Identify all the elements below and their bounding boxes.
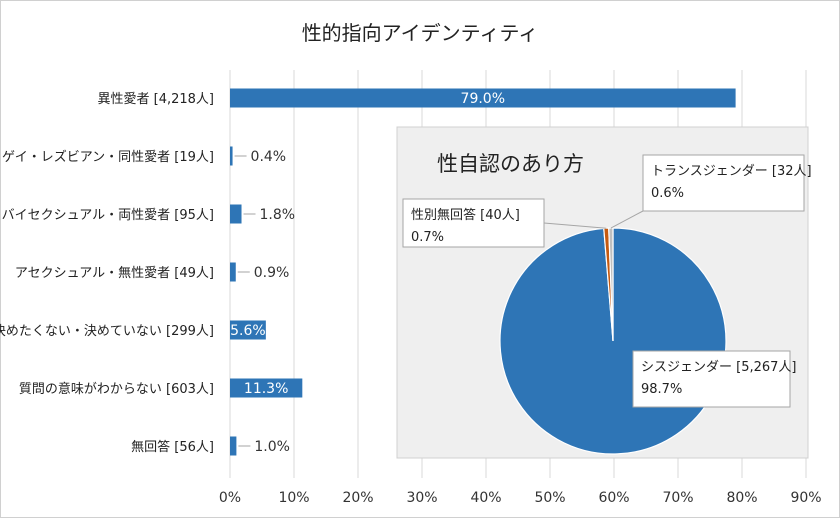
category-label: ゲイ・レズビアン・同性愛者 [19人] — [2, 149, 214, 165]
pie-callout: 性別無回答 [40人] 0.7% — [402, 198, 607, 248]
x-axis-ticks: 0% 10% 20% 30% 40% 50% 60% 70% 80% 90% — [219, 490, 822, 506]
x-tick-label: 80% — [726, 490, 757, 506]
category-label: 質問の意味がわからない [603人] — [19, 381, 214, 397]
category-label: アセクシュアル・無性愛者 [49人] — [15, 266, 214, 281]
bar-series: 異性愛者 [4,218人] 79.0% ゲイ・レズビアン・同性愛者 [19人] 0.4… — [0, 88, 736, 456]
category-label: 決めたくない・決めていない [299人] — [0, 324, 214, 339]
category-label: 異性愛者 [4,218人] — [98, 92, 215, 107]
bar — [230, 204, 242, 224]
slice-label: シスジェンダー [5,267人] — [641, 360, 797, 375]
slice-label: トランスジェンダー [32人] — [651, 164, 812, 179]
x-tick-label: 90% — [790, 490, 821, 506]
callout-box — [632, 350, 791, 408]
bar — [230, 378, 303, 398]
callout-box — [642, 154, 805, 212]
x-tick-label: 10% — [278, 490, 309, 506]
bar — [230, 262, 236, 282]
callout-leader-line — [543, 222, 607, 229]
bar-value-label: 1.0% — [254, 439, 290, 455]
bar-chart-title: 性的指向アイデンティティ — [302, 21, 539, 45]
x-tick-label: 30% — [406, 490, 437, 506]
bar-value-label: 1.8% — [260, 207, 296, 223]
x-tick-label: 0% — [219, 490, 241, 506]
callout-box — [402, 198, 545, 248]
bar — [230, 88, 736, 108]
bar — [230, 146, 233, 166]
pie-chart-title: 性自認のあり方 — [437, 152, 584, 176]
pie-callout: トランスジェンダー [32人] 0.6% — [610, 154, 812, 229]
bar — [230, 436, 237, 456]
slice-label: 性別無回答 [40人] — [411, 207, 520, 223]
bar-value-label: 0.4% — [251, 149, 287, 165]
bar — [230, 320, 266, 340]
bar-value-label: 0.9% — [254, 265, 290, 281]
slice-percent-label: 0.7% — [411, 230, 444, 245]
pie-callouts: シスジェンダー [5,267人] 98.7% 性別無回答 [40人] 0.7% トランス… — [402, 154, 812, 408]
bar-value-label: 5.6% — [230, 323, 266, 339]
pie-inset: 性自認のあり方 シスジェンダー [5,267人] 98.7% 性別無回答 [40人]… — [396, 126, 812, 459]
pie-callout: シスジェンダー [5,267人] 98.7% — [632, 350, 797, 408]
bar-value-label: 79.0% — [461, 91, 505, 107]
slice-percent-label: 0.6% — [651, 186, 684, 201]
category-label: 無回答 [56人] — [131, 439, 214, 455]
category-label: バイセクシュアル・両性愛者 [95人] — [2, 208, 214, 223]
x-tick-label: 70% — [662, 490, 693, 506]
bar-value-label: 11.3% — [244, 381, 288, 397]
callout-leader-line — [610, 210, 644, 229]
x-tick-label: 60% — [598, 490, 629, 506]
x-tick-label: 50% — [534, 490, 565, 506]
x-tick-label: 40% — [470, 490, 501, 506]
x-tick-label: 20% — [342, 490, 373, 506]
pie-slices — [499, 227, 727, 455]
slice-percent-label: 98.7% — [641, 382, 682, 397]
